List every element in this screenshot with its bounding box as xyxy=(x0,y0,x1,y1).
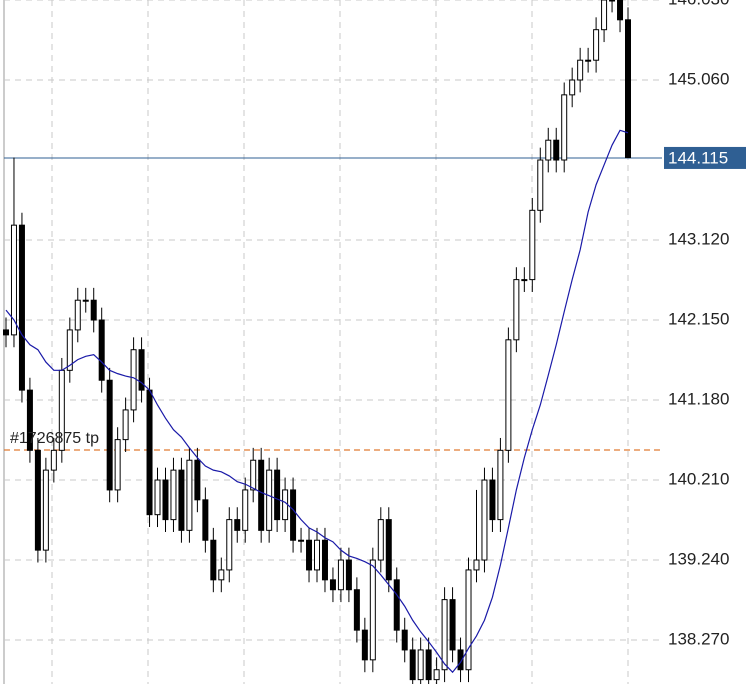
candle-body xyxy=(218,569,225,581)
candle-body xyxy=(585,59,592,62)
candle-body xyxy=(457,649,464,671)
candle-body xyxy=(314,539,320,571)
candle-body xyxy=(106,379,113,491)
candle-body xyxy=(569,79,576,96)
candle-body xyxy=(617,0,624,21)
candle-body xyxy=(114,439,121,491)
candle-body xyxy=(417,649,424,681)
candle-body xyxy=(465,569,472,671)
candle-body xyxy=(170,469,177,521)
candle-body xyxy=(545,139,552,161)
price-grid xyxy=(4,0,662,641)
price-axis: 146.030 145.060 143.120 142.150 141.180 140.2… xyxy=(664,0,746,649)
plot-area: #1726875 tp xyxy=(3,0,662,684)
candle-body xyxy=(361,629,368,661)
candle-body xyxy=(162,479,169,521)
candle-body xyxy=(577,59,584,81)
candle-body xyxy=(18,224,25,391)
candle-body xyxy=(138,349,145,391)
candle-body xyxy=(601,0,608,31)
candle-body xyxy=(329,579,336,591)
candle-body xyxy=(425,649,432,681)
candle-body xyxy=(481,479,488,561)
candle-body xyxy=(26,389,33,451)
candle-body xyxy=(561,94,568,161)
candle-body xyxy=(266,469,273,531)
candle-body xyxy=(66,329,73,371)
candle-body xyxy=(449,599,456,651)
candle-body xyxy=(226,519,233,571)
candle-body xyxy=(433,669,440,681)
candle-body xyxy=(377,519,384,561)
candle-body xyxy=(274,469,281,521)
order-label: #1726875 tp xyxy=(10,430,99,447)
candle-body xyxy=(194,459,201,501)
candle-body xyxy=(497,449,504,521)
candle-body xyxy=(553,139,560,161)
candle-body xyxy=(529,209,536,281)
candle-body xyxy=(625,19,631,159)
candle-body xyxy=(210,539,217,581)
candle-body xyxy=(337,559,344,591)
candle-body xyxy=(186,459,193,531)
candle-body xyxy=(513,279,520,341)
candle-body xyxy=(306,539,313,571)
candle-body xyxy=(10,224,17,336)
y-tick-label: 143.120 xyxy=(668,229,729,248)
price-label: 144.115 xyxy=(668,148,728,167)
candle-body xyxy=(290,489,297,541)
candle-body xyxy=(393,579,400,631)
candle-body xyxy=(473,559,480,571)
y-tick-label: 142.150 xyxy=(668,310,729,329)
candle-body xyxy=(178,469,185,531)
candle-body xyxy=(234,519,241,531)
candle-body xyxy=(401,629,408,651)
y-tick-label: 145.060 xyxy=(668,69,729,88)
candle-body xyxy=(353,589,360,631)
candle-body xyxy=(154,479,161,516)
candle-body xyxy=(321,539,328,581)
candle-body xyxy=(409,649,416,681)
candle-body xyxy=(441,599,448,671)
candle-body xyxy=(242,489,249,531)
time-grid xyxy=(51,0,629,684)
y-tick-label: 138.270 xyxy=(668,630,729,649)
candle-body xyxy=(50,449,57,471)
candle-body xyxy=(3,329,9,336)
candle-body xyxy=(282,489,289,521)
price-label-box xyxy=(664,146,746,169)
candle-body xyxy=(385,519,392,581)
candle-body xyxy=(609,0,616,2)
candle-body xyxy=(345,559,352,591)
candle-body xyxy=(98,319,105,381)
moving-average xyxy=(5,129,629,674)
candle-body xyxy=(130,349,137,411)
candle-body xyxy=(202,499,209,541)
candle-body xyxy=(298,539,305,542)
candle-body xyxy=(90,299,97,321)
candle-body xyxy=(82,299,89,302)
candle-body xyxy=(521,279,528,282)
y-tick-label: 146.030 xyxy=(668,0,729,8)
candle-body xyxy=(34,449,41,551)
y-tick-label: 140.210 xyxy=(668,470,729,489)
candle-body xyxy=(74,299,81,331)
candle-body xyxy=(122,409,129,441)
y-tick-label: 141.180 xyxy=(668,390,729,409)
candle-body xyxy=(505,339,512,451)
candle-body xyxy=(146,389,153,516)
candle-body xyxy=(537,159,544,211)
candle-body xyxy=(250,459,257,491)
candle-body xyxy=(593,29,600,61)
candle-body xyxy=(489,479,496,521)
y-tick-label: 139.240 xyxy=(668,550,729,569)
candle-body xyxy=(369,559,376,661)
candle-body xyxy=(42,469,49,551)
candle-body xyxy=(258,459,265,531)
